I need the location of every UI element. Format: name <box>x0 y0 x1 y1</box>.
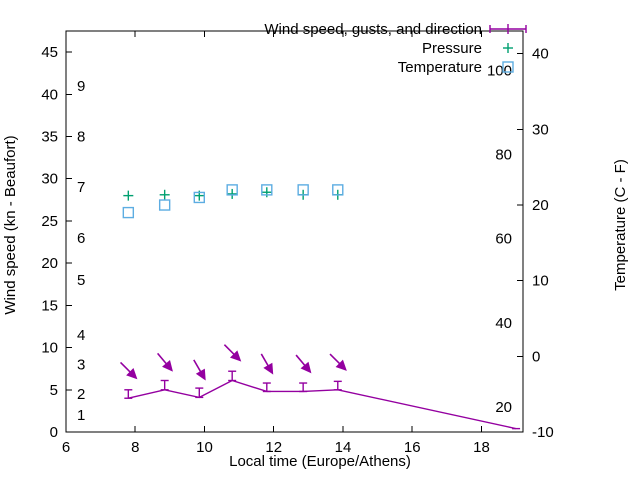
wind-direction-arrow <box>223 344 242 362</box>
arrow-head <box>195 368 206 381</box>
fahrenheit-label: 40 <box>495 315 512 332</box>
arrow-head <box>126 368 138 380</box>
y2-tick-label: 30 <box>532 121 549 138</box>
fahrenheit-label: 60 <box>495 230 512 247</box>
beaufort-label: 8 <box>77 129 85 146</box>
wind-speed-line <box>128 379 517 430</box>
y-tick-label: 25 <box>41 213 58 230</box>
wind-direction-arrow <box>193 359 206 381</box>
wind-direction-arrow <box>295 354 312 374</box>
data-series <box>119 184 521 430</box>
y-tick-label: 35 <box>41 129 58 146</box>
y-tick-label: 20 <box>41 255 58 272</box>
temperature-marker <box>332 184 344 196</box>
y2-tick-label: 10 <box>532 273 549 290</box>
fahrenheit-label: 20 <box>495 399 512 416</box>
y-tick-label: 0 <box>50 424 58 441</box>
arrow-head <box>335 359 347 371</box>
y2-tick-label: -10 <box>532 424 554 441</box>
y2-tick-label: 40 <box>532 46 549 63</box>
y-axis-left-title: Wind speed (kn - Beaufort) <box>2 135 19 314</box>
fahrenheit-label: 100 <box>487 62 512 79</box>
x-axis-ticks: 6 8 10 12 14 16 18 <box>62 31 490 456</box>
y-axis-left-ticks: 0 5 10 15 20 25 30 35 40 45 <box>41 44 72 441</box>
chart-legend: Wind speed, gusts, and direction Pressure… <box>264 21 527 76</box>
temperature-marker <box>297 184 309 196</box>
x-tick-label: 12 <box>265 439 282 456</box>
beaufort-label: 6 <box>77 230 85 247</box>
temperature-marker <box>122 206 135 219</box>
beaufort-scale-labels: 1 2 3 4 5 6 7 8 9 <box>77 78 85 424</box>
y-tick-label: 10 <box>41 340 58 357</box>
x-tick-label: 16 <box>404 439 421 456</box>
y-tick-label: 15 <box>41 297 58 314</box>
arrow-head <box>229 350 242 362</box>
y-tick-label: 40 <box>41 86 58 103</box>
x-tick-label: 6 <box>62 439 70 456</box>
y2-tick-label: 0 <box>532 348 540 365</box>
beaufort-label: 3 <box>77 356 85 373</box>
arrow-head <box>263 362 274 375</box>
temperature-marker <box>261 184 273 196</box>
y-tick-label: 45 <box>41 44 58 61</box>
x-tick-label: 14 <box>335 439 352 456</box>
arrow-head <box>300 361 312 374</box>
x-tick-label: 10 <box>196 439 213 456</box>
legend-temperature-marker <box>502 61 514 73</box>
temperature-marker <box>226 184 238 196</box>
beaufort-label: 7 <box>77 179 85 196</box>
wind-direction-arrow <box>260 353 274 375</box>
beaufort-label: 2 <box>77 386 85 403</box>
y-tick-label: 5 <box>50 382 58 399</box>
legend-label: Temperature <box>398 59 482 76</box>
y-axis-right-ticks: -10 0 10 20 30 40 <box>517 46 554 441</box>
wind-direction-arrow <box>119 361 138 380</box>
legend-label: Wind speed, gusts, and direction <box>264 21 482 38</box>
beaufort-label: 4 <box>77 327 85 344</box>
y-tick-label: 30 <box>41 171 58 188</box>
y2-tick-label: 20 <box>532 197 549 214</box>
x-tick-label: 18 <box>473 439 490 456</box>
beaufort-label: 1 <box>77 407 85 424</box>
plot-border <box>65 30 524 433</box>
fahrenheit-label: 80 <box>495 146 512 163</box>
temperature-marker <box>193 191 205 204</box>
wind-direction-arrow <box>329 353 347 371</box>
beaufort-label: 9 <box>77 78 85 95</box>
y-axis-right-title: Temperature (C - F) <box>612 159 629 291</box>
temperature-marker <box>158 199 171 211</box>
arrow-head <box>162 360 173 372</box>
x-tick-label: 8 <box>131 439 139 456</box>
beaufort-label: 5 <box>77 272 85 289</box>
wind-direction-arrow <box>156 352 173 372</box>
x-axis-title: Local time (Europe/Athens) <box>229 453 411 470</box>
plot-frame <box>65 30 524 433</box>
fahrenheit-scale-labels: 20 40 60 80 100 <box>487 62 512 416</box>
legend-label: Pressure <box>422 40 482 57</box>
